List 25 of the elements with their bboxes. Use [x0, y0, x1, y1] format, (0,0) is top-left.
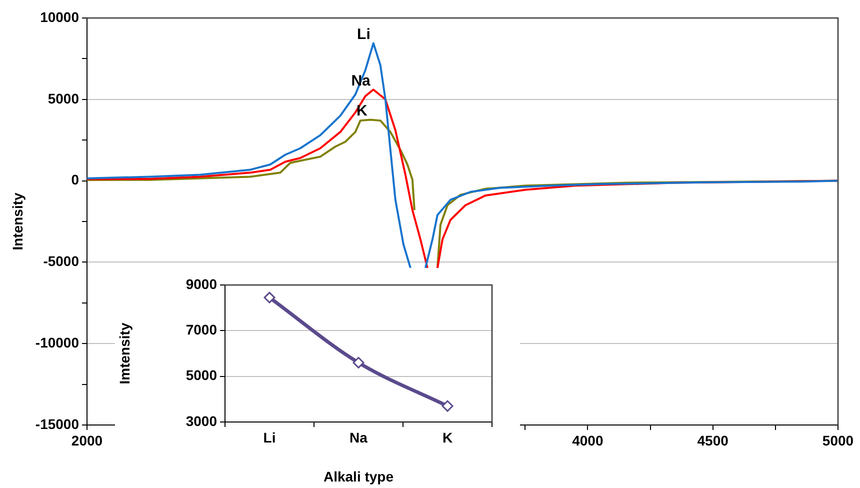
x-tick-label: 4500: [697, 432, 729, 448]
x-tick-label: 2000: [71, 432, 103, 448]
y-tick-label: 10000: [40, 8, 80, 25]
y-tick-label: -5000: [43, 253, 80, 270]
y-tick-label: 3000: [186, 412, 218, 429]
y-axis-title: Intensity: [9, 192, 26, 250]
x-tick-label: Na: [350, 429, 368, 446]
y-tick-label: 5000: [186, 367, 218, 384]
x-tick-label: 4000: [572, 432, 604, 448]
y-tick-label: 0: [71, 172, 80, 188]
series-label: Li: [357, 26, 370, 43]
y-tick-label: 9000: [186, 276, 218, 292]
x-tick-label: Li: [263, 429, 276, 446]
y-tick-label: 5000: [48, 90, 80, 106]
y-tick-label: -15000: [35, 416, 80, 432]
x-tick-label: 5000: [822, 432, 854, 448]
y-tick-label: -10000: [35, 334, 80, 350]
x-axis-title: Alkali type: [323, 468, 394, 484]
point: [442, 400, 454, 412]
point: [352, 356, 364, 368]
point: [264, 292, 276, 304]
series-label: K: [356, 102, 368, 120]
y-axis-title: Imtensity: [116, 322, 132, 384]
y-tick-label: 7000: [186, 322, 218, 338]
x-tick-label: K: [442, 429, 453, 446]
